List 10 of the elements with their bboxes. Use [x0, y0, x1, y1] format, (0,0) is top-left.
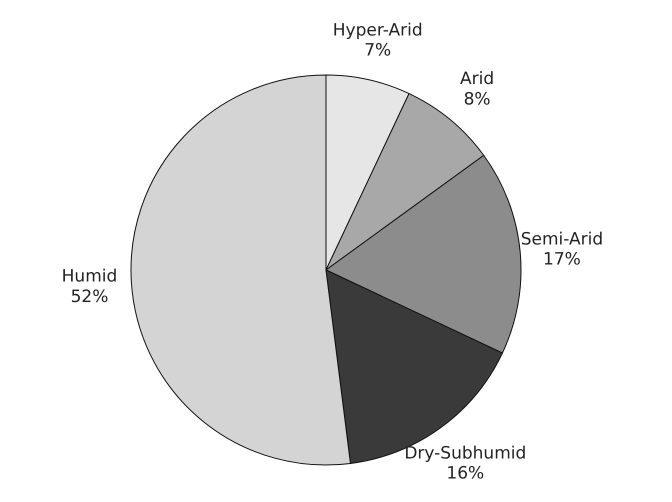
slice-label: Humid	[62, 266, 118, 286]
slice-label: Semi-Arid	[520, 229, 604, 250]
data-label: 8%	[464, 89, 491, 110]
slice-label: Hyper-Arid	[332, 20, 423, 40]
data-label: 52%	[70, 286, 108, 307]
data-label: 16%	[446, 464, 484, 484]
data-label: 17%	[543, 250, 581, 270]
slice-label: Arid	[460, 68, 494, 89]
data-label: 7%	[364, 40, 392, 61]
slice-label: Dry-Subhumid	[404, 443, 526, 464]
